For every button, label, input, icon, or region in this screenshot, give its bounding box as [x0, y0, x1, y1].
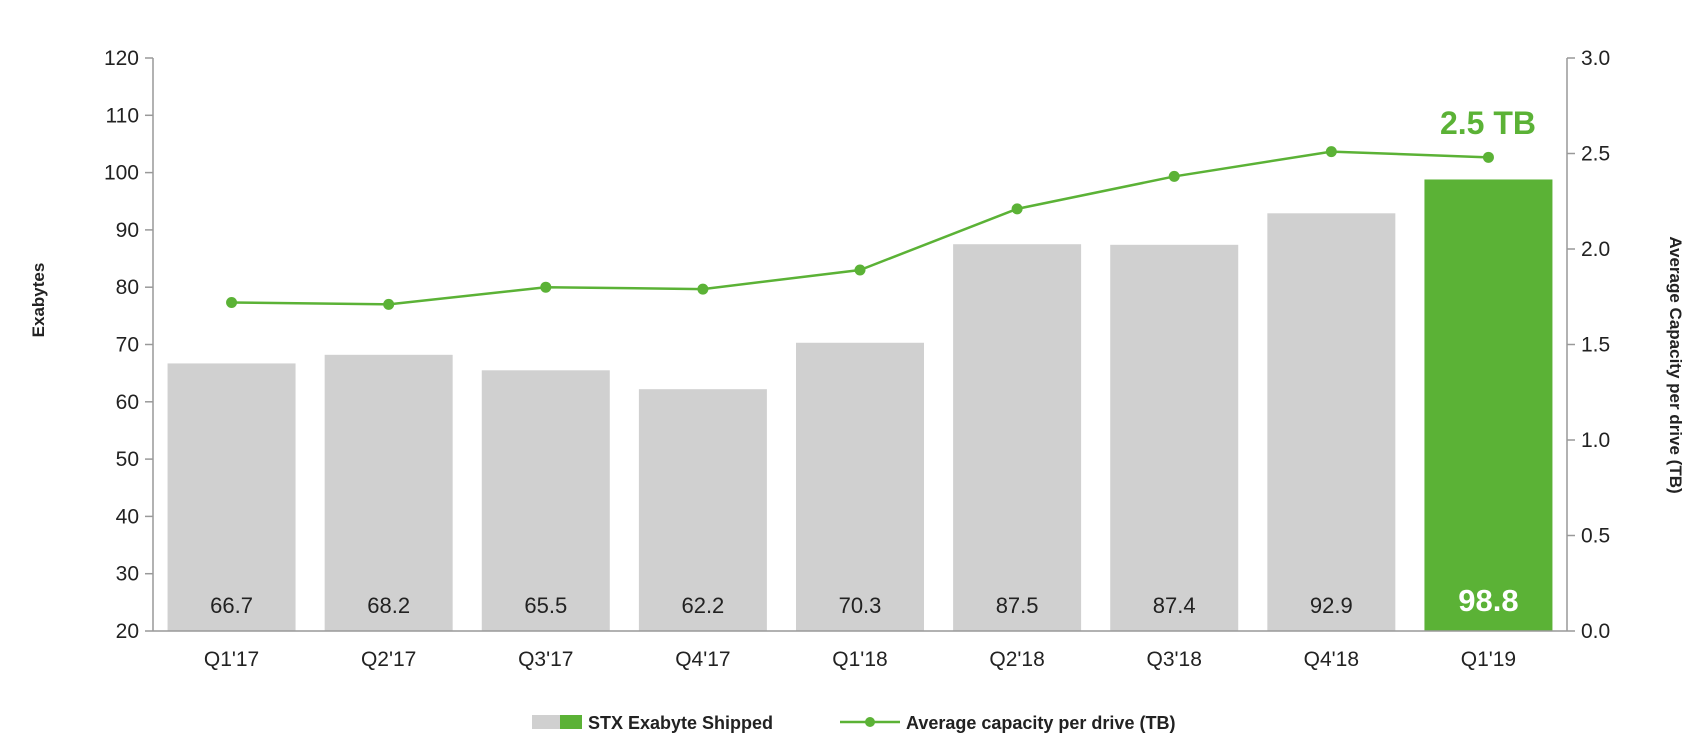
legend-bar-swatch — [532, 715, 560, 729]
bar-value-label: 70.3 — [839, 593, 882, 618]
capacity-point — [383, 298, 395, 310]
x-tick-label: Q2'18 — [989, 648, 1044, 671]
legend-bar-swatch-highlight — [560, 715, 582, 729]
line-series — [226, 146, 1494, 310]
right-tick-label: 1.0 — [1581, 429, 1610, 452]
left-tick-label: 30 — [116, 563, 139, 586]
left-tick-label: 80 — [116, 276, 139, 299]
bar-value-label: 65.5 — [524, 593, 567, 618]
capacity-point — [1482, 151, 1494, 163]
bar-value-label: 62.2 — [681, 593, 724, 618]
bar-value-label: 87.4 — [1153, 593, 1196, 618]
x-tick-label: Q4'17 — [675, 648, 730, 671]
capacity-point — [1325, 146, 1337, 158]
right-tick-label: 1.5 — [1581, 334, 1610, 357]
left-axis: 20 30 40 50 60 70 80 90 100 110 120 — [104, 47, 154, 643]
bar — [1424, 179, 1553, 631]
bars: 66.7 68.2 65.5 62.2 70.3 87.5 87.4 92.9 98.8 — [167, 179, 1553, 631]
x-tick-label: Q4'18 — [1304, 648, 1359, 671]
legend-label-bars: STX Exabyte Shipped — [588, 713, 773, 733]
capacity-point — [1011, 203, 1023, 215]
left-tick-label: 50 — [116, 448, 139, 471]
x-tick-label: Q1'17 — [204, 648, 259, 671]
left-tick-label: 70 — [116, 334, 139, 357]
bar — [1110, 244, 1239, 631]
bar-value-label: 87.5 — [996, 593, 1039, 618]
bar-value-label: 98.8 — [1458, 583, 1518, 618]
capacity-point — [854, 264, 866, 276]
right-axis: 0.0 0.5 1.0 1.5 2.0 2.5 3.0 — [1566, 47, 1610, 643]
right-tick-label: 0.5 — [1581, 525, 1610, 548]
bar — [638, 389, 767, 631]
bar-value-label: 68.2 — [367, 593, 410, 618]
legend: STX Exabyte Shipped Average capacity per… — [532, 713, 1175, 733]
capacity-point — [226, 296, 238, 308]
x-tick-label: Q2'17 — [361, 648, 416, 671]
capacity-point — [540, 281, 552, 293]
left-tick-label: 100 — [104, 162, 139, 185]
left-tick-label: 60 — [116, 391, 139, 414]
x-axis: Q1'17 Q2'17 Q3'17 Q4'17 Q1'18 Q2'18 Q3'18 Q4'18… — [153, 630, 1567, 671]
right-tick-label: 2.0 — [1581, 238, 1610, 261]
legend-line-marker — [865, 717, 875, 727]
right-tick-label: 3.0 — [1581, 47, 1610, 70]
bar — [953, 244, 1082, 631]
bar-value-label: 66.7 — [210, 593, 253, 618]
capacity-annotation: 2.5 TB — [1440, 105, 1536, 141]
left-tick-label: 20 — [116, 620, 139, 643]
legend-label-line: Average capacity per drive (TB) — [906, 713, 1175, 733]
right-tick-label: 0.0 — [1581, 620, 1610, 643]
y-axis-title-right: Average Capacity per drive (TB) — [1666, 236, 1685, 493]
capacity-point — [1168, 170, 1180, 182]
bar — [481, 370, 610, 631]
bar — [167, 363, 296, 631]
x-tick-label: Q1'19 — [1461, 648, 1516, 671]
x-tick-label: Q3'17 — [518, 648, 573, 671]
y-axis-title-left: Exabytes — [29, 263, 48, 338]
bar — [324, 354, 453, 631]
bar — [1267, 213, 1396, 631]
left-tick-label: 110 — [106, 104, 139, 127]
right-tick-label: 2.5 — [1581, 143, 1610, 166]
x-tick-label: Q1'18 — [832, 648, 887, 671]
bar-value-label: 92.9 — [1310, 593, 1353, 618]
left-tick-label: 40 — [116, 505, 139, 528]
x-tick-label: Q3'18 — [1147, 648, 1202, 671]
capacity-point — [697, 283, 709, 295]
bar — [796, 342, 924, 631]
left-tick-label: 90 — [116, 219, 139, 242]
left-tick-label: 120 — [104, 47, 139, 70]
